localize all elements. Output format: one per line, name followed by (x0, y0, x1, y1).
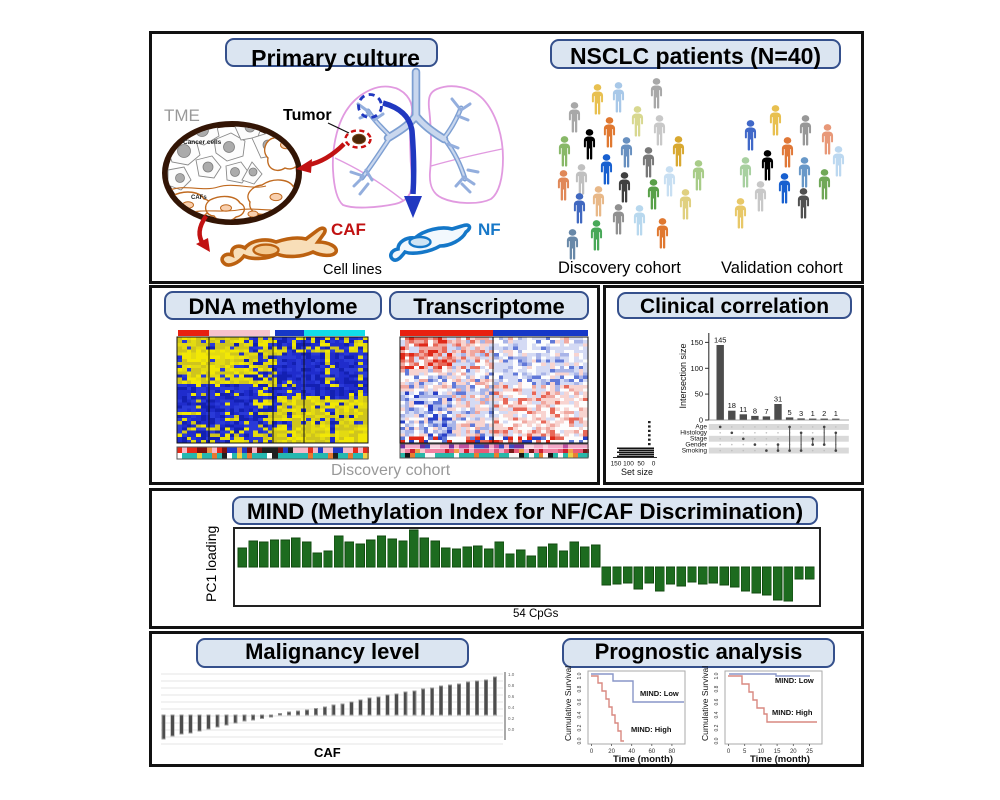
svg-text:5: 5 (788, 408, 792, 417)
svg-text:Cancer cells: Cancer cells (183, 139, 222, 146)
svg-text:1.0: 1.0 (714, 672, 720, 679)
svg-text:7: 7 (764, 407, 768, 416)
svg-text:100: 100 (623, 461, 634, 468)
svg-text:50: 50 (695, 390, 703, 399)
svg-text:0.2: 0.2 (714, 724, 720, 731)
svg-text:0: 0 (699, 416, 703, 425)
svg-text:0.6: 0.6 (577, 698, 583, 705)
svg-text:80: 80 (669, 749, 676, 755)
svg-text:50: 50 (637, 461, 645, 468)
svg-text:0.4: 0.4 (714, 711, 720, 718)
svg-text:Time (month): Time (month) (613, 754, 673, 765)
svg-text:0: 0 (652, 461, 656, 468)
svg-text:0.0: 0.0 (714, 737, 720, 744)
svg-text:60: 60 (648, 749, 655, 755)
svg-text:Gender: Gender (685, 441, 708, 448)
svg-text:0.8: 0.8 (577, 685, 583, 692)
svg-text:Time (month): Time (month) (750, 754, 810, 765)
svg-text:CAFs: CAFs (191, 195, 207, 201)
svg-text:25: 25 (806, 749, 813, 755)
svg-text:0.6: 0.6 (714, 698, 720, 705)
svg-text:Intersection size: Intersection size (678, 343, 688, 408)
svg-text:MIND: Low: MIND: Low (640, 689, 679, 698)
svg-text:MIND: Low: MIND: Low (775, 676, 814, 685)
svg-text:150: 150 (690, 338, 703, 347)
svg-text:0.8: 0.8 (508, 683, 515, 688)
svg-text:Histology: Histology (680, 430, 707, 437)
svg-text:Smoking: Smoking (682, 447, 708, 454)
svg-text:150: 150 (611, 461, 622, 468)
svg-text:Stage: Stage (690, 436, 707, 443)
svg-text:145: 145 (714, 336, 727, 345)
svg-text:40: 40 (628, 749, 635, 755)
svg-text:2: 2 (822, 409, 826, 418)
svg-text:0: 0 (727, 749, 731, 755)
svg-text:0.2: 0.2 (577, 724, 583, 731)
svg-text:1.0: 1.0 (508, 672, 515, 677)
svg-text:100: 100 (690, 364, 703, 373)
svg-text:0.0: 0.0 (508, 727, 515, 732)
svg-text:15: 15 (774, 749, 781, 755)
svg-text:20: 20 (608, 749, 615, 755)
svg-text:0.8: 0.8 (714, 685, 720, 692)
svg-text:1: 1 (811, 409, 815, 418)
svg-text:0.2: 0.2 (508, 716, 515, 721)
svg-text:20: 20 (790, 749, 797, 755)
svg-text:Set size: Set size (621, 467, 653, 477)
svg-text:8: 8 (753, 406, 757, 415)
svg-text:0.4: 0.4 (508, 705, 515, 710)
svg-text:Cumulative Survival: Cumulative Survival (563, 666, 573, 741)
svg-text:10: 10 (758, 749, 765, 755)
svg-text:11: 11 (739, 405, 747, 414)
svg-text:MIND: High: MIND: High (631, 725, 672, 734)
svg-text:3: 3 (799, 409, 803, 418)
svg-text:0.6: 0.6 (508, 694, 515, 699)
svg-text:1.0: 1.0 (577, 672, 583, 679)
svg-text:MIND: High: MIND: High (772, 708, 813, 717)
svg-text:18: 18 (728, 401, 736, 410)
svg-text:0: 0 (590, 749, 594, 755)
svg-text:1: 1 (834, 409, 838, 418)
svg-text:Cumulative Survival: Cumulative Survival (700, 666, 710, 741)
svg-text:0.0: 0.0 (577, 737, 583, 744)
svg-text:0.4: 0.4 (577, 711, 583, 718)
svg-text:Age: Age (695, 424, 707, 431)
svg-text:5: 5 (743, 749, 747, 755)
svg-text:31: 31 (774, 395, 782, 404)
